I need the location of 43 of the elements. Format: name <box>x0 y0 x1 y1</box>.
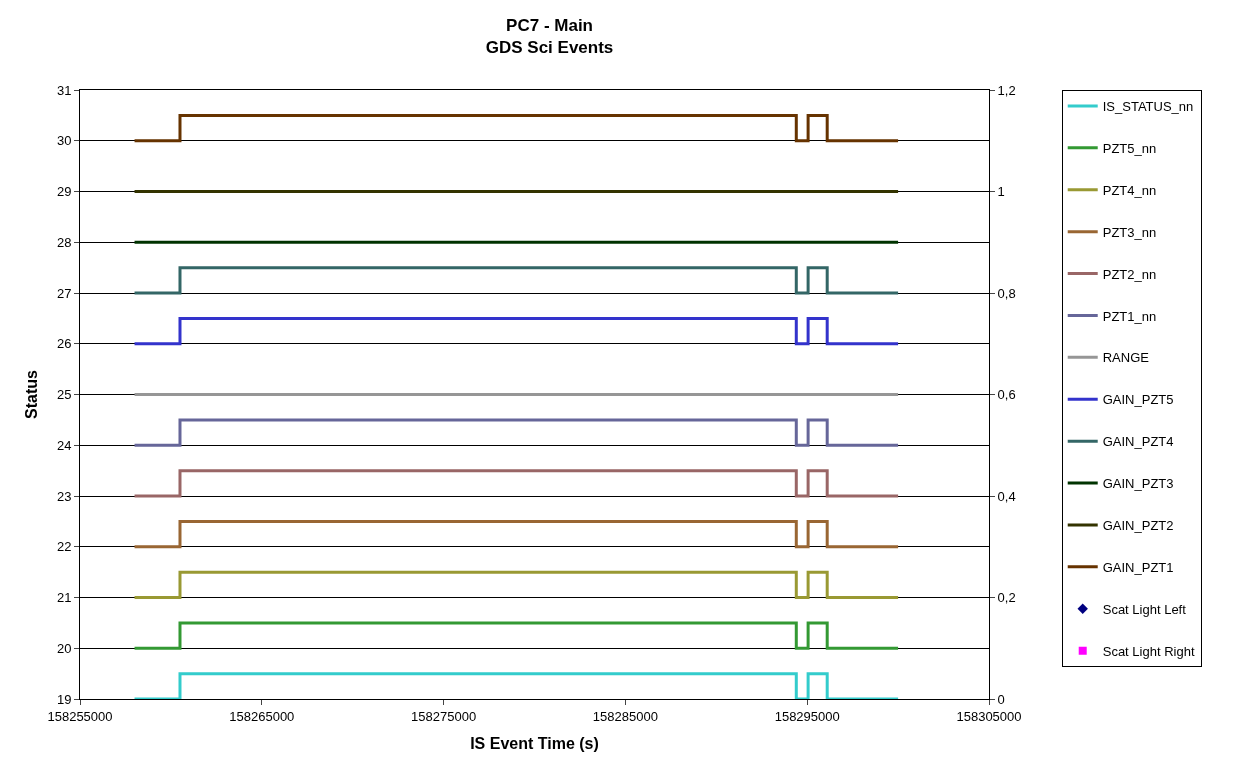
chart-title: PC7 - Main GDS Sci Events <box>485 15 614 57</box>
y-tick-label: 31 <box>56 82 72 98</box>
y-tick-label: 24 <box>56 437 72 453</box>
legend-label: GAIN_PZT5 <box>1102 392 1174 408</box>
legend-label: GAIN_PZT2 <box>1102 518 1174 534</box>
y2-tick-label: 1,2 <box>997 82 1016 98</box>
legend-label: Scat Light Left <box>1102 601 1187 617</box>
y-tick-label: 20 <box>56 640 72 656</box>
legend-label: PZT4_nn <box>1102 182 1157 198</box>
y2-tick-label: 0,8 <box>997 285 1016 301</box>
x-tick-label: 158285000 <box>592 708 658 724</box>
x-tick-label: 158305000 <box>956 708 1022 724</box>
legend-label: PZT1_nn <box>1102 308 1157 324</box>
legend-label: GAIN_PZT4 <box>1102 434 1174 450</box>
y-tick-label: 23 <box>56 488 72 504</box>
y-tick-label: 28 <box>56 234 72 250</box>
x-tick-label: 158255000 <box>47 708 113 724</box>
y-tick-label: 30 <box>56 133 72 149</box>
x-tick-label: 158265000 <box>229 708 295 724</box>
y-tick-label: 21 <box>56 590 72 606</box>
y2-tick-label: 0,2 <box>997 590 1016 606</box>
legend-label: PZT5_nn <box>1102 140 1157 156</box>
y2-tick-label: 0 <box>997 691 1005 707</box>
y2-tick-label: 0,4 <box>997 488 1016 504</box>
legend-label: IS_STATUS_nn <box>1102 99 1194 115</box>
x-axis-title: IS Event Time (s) <box>470 735 599 753</box>
x-tick-label: 158275000 <box>411 708 477 724</box>
y-tick-label: 25 <box>56 387 72 403</box>
legend-label: RANGE <box>1102 350 1150 366</box>
legend-label: PZT3_nn <box>1102 224 1157 240</box>
y-tick-label: 22 <box>56 539 72 555</box>
y2-tick-label: 0,6 <box>997 387 1016 403</box>
y-tick-label: 26 <box>56 336 72 352</box>
legend-label: Scat Light Right <box>1102 643 1195 659</box>
y-tick-label: 29 <box>56 184 72 200</box>
y2-tick-label: 1 <box>997 184 1005 200</box>
legend-label: GAIN_PZT1 <box>1102 559 1174 575</box>
legend-label: GAIN_PZT3 <box>1102 476 1174 492</box>
legend-label: PZT2_nn <box>1102 266 1157 282</box>
y-axis-title: Status <box>22 369 40 419</box>
x-tick-label: 158295000 <box>774 708 840 724</box>
y-tick-label: 19 <box>56 691 72 707</box>
y-tick-label: 27 <box>56 285 72 301</box>
